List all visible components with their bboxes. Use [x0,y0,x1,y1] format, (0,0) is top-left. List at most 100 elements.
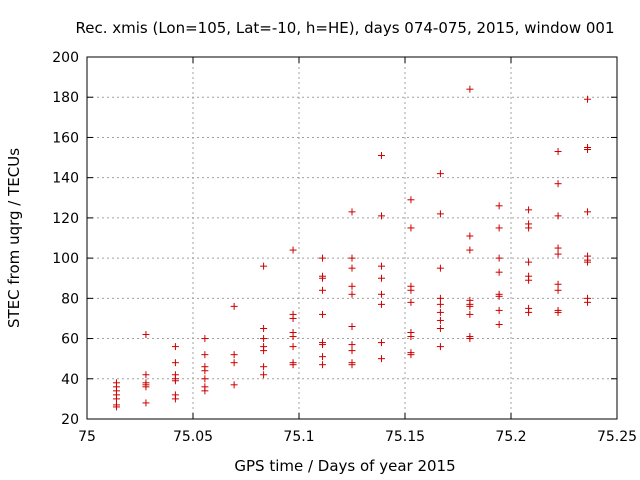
data-point [260,347,268,355]
data-point [348,208,356,216]
data-point [407,333,415,341]
data-point [142,331,150,339]
data-point [584,208,592,216]
data-point [319,310,327,318]
chart-title: Rec. xmis (Lon=105, Lat=-10, h=HE), days… [75,19,614,37]
x-axis-label: GPS time / Days of year 2015 [234,457,455,475]
data-point [495,306,503,314]
y-tick-label: 20 [61,412,79,428]
data-point [495,202,503,210]
x-tick-label: 75.1 [283,429,314,445]
data-point [436,325,444,332]
x-tick-label: 75 [78,429,96,445]
data-point [142,383,150,391]
data-point [377,355,385,363]
x-tick-label: 75.2 [495,429,526,445]
data-point [348,254,356,262]
data-point [171,343,179,351]
data-point [495,320,503,328]
plot-frame [86,56,618,420]
data-point [319,286,327,294]
data-point [554,148,562,156]
data-point [436,308,444,316]
data-point [260,262,268,270]
data-point [495,268,503,276]
data-point [289,314,297,322]
data-point [289,343,297,351]
data-point [554,180,562,188]
x-tick-labels: 75 75.05 75.1 75.15 75.2 75.25 [78,429,637,445]
data-point [142,371,150,379]
data-point [377,274,385,282]
data-point [201,351,209,359]
data-point [407,286,415,294]
data-point [407,351,415,359]
data-point [377,339,385,347]
data-point [554,280,562,288]
y-axis-label: STEC from uqrg / TECUs [5,148,23,328]
data-point [348,290,356,298]
data-point [348,264,356,272]
data-point [436,343,444,351]
data-point [319,274,327,282]
data-point [377,262,385,270]
data-point [466,246,474,254]
data-point [466,85,474,93]
data-point [584,95,592,103]
data-point [201,375,209,383]
data-point [436,170,444,178]
data-point [348,347,356,355]
data-point [319,341,327,349]
data-point [348,282,356,290]
data-point [436,300,444,308]
data-point [171,377,179,385]
data-point [436,210,444,218]
data-point [495,224,503,232]
data-point [466,310,474,318]
data-point [348,341,356,349]
data-point [584,146,592,154]
data-point [584,258,592,266]
data-point [319,254,327,262]
data-point [112,403,120,411]
data-point [260,371,268,379]
data-point [348,322,356,330]
data-point [289,361,297,369]
data-point [495,254,503,262]
data-point [407,298,415,306]
data-points [112,85,592,411]
y-tick-labels: 20 40 60 80 100 120 140 160 180 200 [52,50,79,428]
data-point [554,244,562,252]
y-tick-label: 140 [52,171,79,187]
y-tick-label: 200 [52,50,79,66]
data-point [230,359,238,367]
data-point [142,399,150,407]
data-point [319,361,327,369]
x-tick-label: 75.25 [597,429,637,445]
data-point [554,286,562,294]
data-point [230,351,238,359]
data-point [230,302,238,310]
data-point [407,224,415,232]
data-point [112,395,120,403]
y-tick-label: 180 [52,90,79,106]
data-point [436,294,444,302]
data-point [525,258,533,266]
x-tick-label: 75.15 [385,429,425,445]
data-point [348,361,356,369]
data-point [407,196,415,204]
data-point [171,395,179,403]
data-point [525,206,533,214]
data-point [466,335,474,343]
y-tick-label: 160 [52,130,79,146]
data-point [319,353,327,361]
data-point [554,212,562,220]
data-point [554,308,562,316]
data-point [525,276,533,284]
data-point [377,290,385,298]
data-point [495,292,503,300]
data-point [201,387,209,395]
data-point [466,232,474,240]
data-point [260,325,268,332]
